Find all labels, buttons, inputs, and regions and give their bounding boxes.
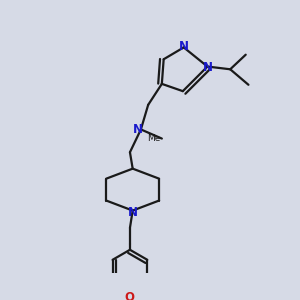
Text: N: N <box>128 206 138 219</box>
Text: N: N <box>179 40 189 53</box>
Text: O: O <box>124 291 134 300</box>
Text: N: N <box>203 61 213 74</box>
Text: N: N <box>133 123 143 136</box>
Text: Me: Me <box>147 134 160 143</box>
